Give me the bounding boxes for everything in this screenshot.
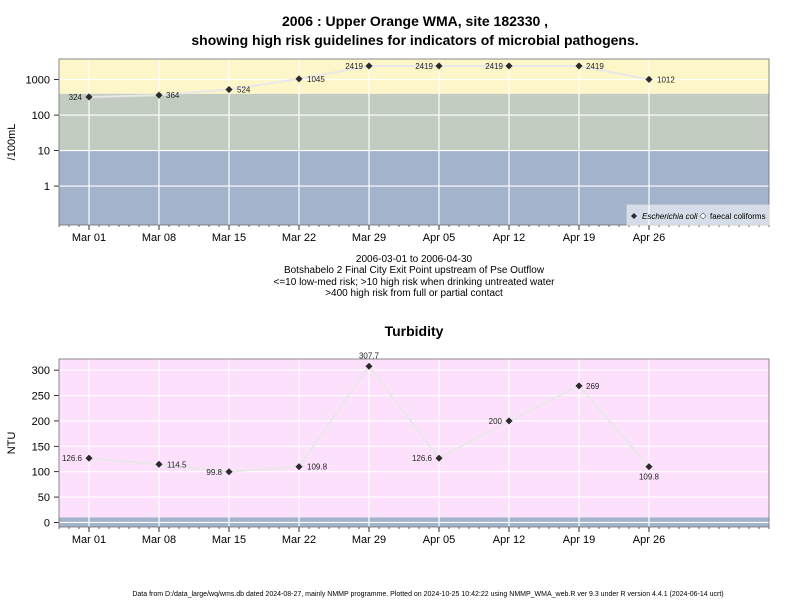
data-label: 114.5 — [167, 460, 187, 469]
legend-faecal-marker — [699, 212, 707, 220]
legend: Escherichia coli faecal coliforms — [626, 204, 770, 226]
x-tick-label: Apr 26 — [633, 232, 665, 244]
x-tick-label: Apr 12 — [493, 534, 525, 546]
data-label: 126.6 — [62, 454, 83, 463]
data-point — [575, 382, 583, 390]
x-tick-label: Mar 08 — [142, 232, 176, 244]
data-label: 364 — [166, 91, 180, 100]
data-point — [365, 362, 373, 370]
data-point — [505, 62, 513, 70]
ecoli-panel: Mar 01 Mar 08 Mar 15 Mar 22 Mar 29 Apr 05 Apr … — [6, 58, 770, 244]
legend-ecoli-label: Escherichia coli — [642, 212, 698, 221]
caption-line1: 2006-03-01 to 2006-04-30 — [356, 254, 473, 265]
x-tick-label: Mar 15 — [212, 534, 246, 546]
y-tick-label: 150 — [32, 441, 50, 453]
x-tick-label: Apr 12 — [493, 232, 525, 244]
data-label: 200 — [489, 417, 503, 426]
data-label: 2419 — [415, 62, 433, 71]
data-label: 2419 — [485, 62, 503, 71]
plot-frame — [58, 58, 770, 226]
data-label: 2419 — [345, 62, 363, 71]
data-point — [645, 75, 653, 84]
data-point — [505, 417, 513, 425]
y-tick-label: 100 — [32, 467, 50, 479]
y-tick-label: 1 — [44, 181, 50, 193]
data-point — [155, 460, 163, 468]
x-tick-label: Apr 19 — [563, 232, 595, 244]
y-tick-label: 10 — [38, 146, 50, 158]
data-point — [155, 91, 163, 99]
y-tick-label: 1000 — [26, 75, 50, 87]
data-label: 99.8 — [206, 468, 222, 477]
data-point — [85, 454, 93, 462]
data-point — [365, 62, 373, 70]
turbidity-title: Turbidity — [385, 323, 444, 339]
x-tick-label: Apr 26 — [633, 534, 665, 546]
x-tick-label: Apr 05 — [423, 534, 455, 546]
y-axis-label: NTU — [6, 432, 18, 455]
y-tick-label: 300 — [32, 365, 50, 377]
chart-title-line1: 2006 : Upper Orange WMA, site 182330 , — [282, 13, 548, 29]
data-point — [435, 454, 443, 462]
data-label: 126.6 — [412, 454, 433, 463]
x-tick-label: Mar 01 — [72, 534, 106, 546]
x-tick-label: Mar 08 — [142, 534, 176, 546]
y-tick-label: 0 — [44, 517, 50, 529]
data-point — [225, 468, 233, 476]
legend-faecal-label: faecal coliforms — [710, 212, 766, 221]
y-axis-label: /100mL — [6, 124, 18, 161]
footer-note: Data from D:/data_large/wq/wms.db dated … — [132, 591, 723, 598]
data-label: 2419 — [586, 62, 604, 71]
data-point — [645, 463, 653, 471]
data-point — [435, 62, 443, 70]
y-tick-label: 100 — [32, 110, 50, 122]
data-label: 1045 — [307, 75, 325, 84]
data-label: 109.8 — [639, 473, 660, 482]
x-tick-label: Mar 15 — [212, 232, 246, 244]
data-point — [295, 75, 303, 83]
y-tick-label: 200 — [32, 416, 50, 428]
x-tick-label: Mar 22 — [282, 232, 316, 244]
plot-frame — [58, 358, 770, 528]
data-label: 524 — [237, 86, 251, 95]
data-point — [295, 463, 303, 471]
data-label: 269 — [586, 382, 600, 391]
band-1 — [59, 93, 769, 151]
data-label: 1012 — [657, 75, 675, 84]
caption-line4: >400 high risk from full or partial cont… — [325, 288, 503, 299]
data-point — [85, 93, 93, 101]
x-tick-label: Apr 05 — [423, 232, 455, 244]
legend-box — [626, 204, 770, 226]
data-label: 324 — [69, 93, 83, 102]
band-2 — [59, 59, 769, 94]
chart-title-line2: showing high risk guidelines for indicat… — [191, 32, 638, 48]
band-1 — [59, 359, 769, 518]
legend-ecoli-marker — [631, 213, 637, 219]
data-label: 307.7 — [359, 351, 380, 360]
x-tick-label: Mar 22 — [282, 534, 316, 546]
x-tick-label: Mar 29 — [352, 534, 386, 546]
caption-line2: Botshabelo 2 Final City Exit Point upstr… — [284, 265, 545, 276]
caption-line3: <=10 low-med risk; >10 high risk when dr… — [274, 277, 556, 288]
x-tick-label: Mar 29 — [352, 232, 386, 244]
turbidity-panel: Mar 01 Mar 08 Mar 15 Mar 22 Mar 29 Apr 05 Apr … — [6, 351, 770, 546]
y-tick-label: 50 — [38, 492, 50, 504]
data-point — [575, 62, 583, 70]
x-tick-label: Mar 01 — [72, 232, 106, 244]
x-tick-label: Apr 19 — [563, 534, 595, 546]
data-point — [225, 85, 233, 94]
data-label: 109.8 — [307, 463, 328, 472]
y-tick-label: 250 — [32, 391, 50, 403]
